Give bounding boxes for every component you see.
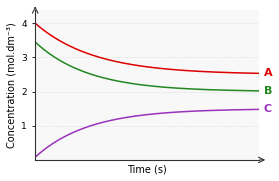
Text: B: B	[264, 86, 272, 96]
X-axis label: Time (s): Time (s)	[127, 164, 167, 174]
Y-axis label: Concentration (mol.dm⁻³): Concentration (mol.dm⁻³)	[7, 22, 17, 148]
Text: A: A	[264, 68, 272, 78]
Text: C: C	[264, 104, 272, 114]
